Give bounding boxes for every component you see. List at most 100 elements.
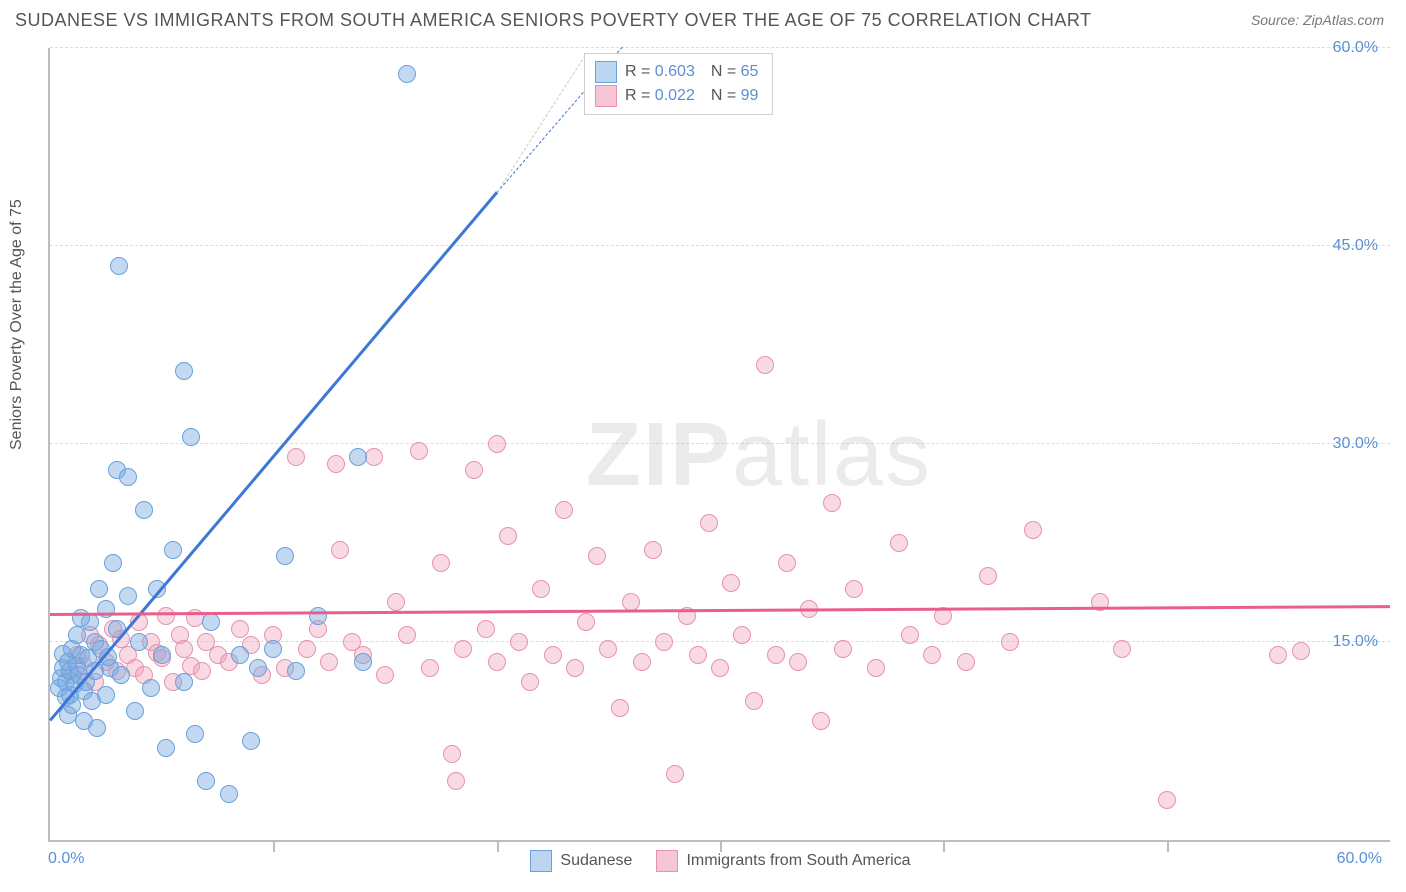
scatter-point-pink	[432, 554, 450, 572]
scatter-point-pink	[477, 620, 495, 638]
legend-stats: R = 0.603 N = 65R = 0.022 N = 99	[584, 53, 773, 115]
scatter-point-blue	[264, 640, 282, 658]
scatter-point-blue	[220, 785, 238, 803]
scatter-point-blue	[349, 448, 367, 466]
scatter-point-blue	[119, 587, 137, 605]
scatter-point-blue	[119, 468, 137, 486]
scatter-point-pink	[544, 646, 562, 664]
scatter-point-pink	[175, 640, 193, 658]
scatter-point-blue	[276, 547, 294, 565]
scatter-point-blue	[126, 702, 144, 720]
scatter-point-blue	[287, 662, 305, 680]
scatter-point-pink	[555, 501, 573, 519]
scatter-point-pink	[532, 580, 550, 598]
scatter-point-blue	[157, 739, 175, 757]
scatter-point-pink	[845, 580, 863, 598]
scatter-point-pink	[1113, 640, 1131, 658]
scatter-point-pink	[387, 593, 405, 611]
scatter-point-pink	[979, 567, 997, 585]
legend-swatch	[530, 850, 552, 872]
scatter-point-blue	[164, 541, 182, 559]
legend-bottom: SudaneseImmigrants from South America	[530, 850, 910, 872]
y-tick-label: 45.0%	[1333, 237, 1378, 255]
scatter-point-pink	[499, 527, 517, 545]
gridline	[50, 245, 1390, 246]
scatter-point-pink	[577, 613, 595, 631]
legend-label: Immigrants from South America	[686, 852, 910, 870]
legend-stat-text: R = 0.022 N = 99	[625, 84, 758, 108]
scatter-point-pink	[488, 435, 506, 453]
scatter-point-blue	[142, 679, 160, 697]
y-axis-label: Seniors Poverty Over the Age of 75	[8, 199, 26, 450]
legend-item: Immigrants from South America	[656, 850, 910, 872]
scatter-point-blue	[354, 653, 372, 671]
scatter-point-blue	[130, 633, 148, 651]
watermark: ZIPatlas	[586, 404, 932, 507]
scatter-point-pink	[320, 653, 338, 671]
scatter-point-pink	[666, 765, 684, 783]
scatter-point-pink	[376, 666, 394, 684]
scatter-point-blue	[186, 725, 204, 743]
scatter-point-blue	[175, 673, 193, 691]
scatter-point-pink	[733, 626, 751, 644]
x-tick	[943, 840, 945, 852]
scatter-point-pink	[510, 633, 528, 651]
scatter-point-pink	[365, 448, 383, 466]
scatter-point-pink	[488, 653, 506, 671]
scatter-point-pink	[700, 514, 718, 532]
x-tick-label-max: 60.0%	[1337, 850, 1382, 868]
scatter-point-pink	[157, 607, 175, 625]
scatter-point-blue	[90, 580, 108, 598]
scatter-point-pink	[521, 673, 539, 691]
scatter-point-pink	[890, 534, 908, 552]
scatter-point-pink	[778, 554, 796, 572]
scatter-point-pink	[298, 640, 316, 658]
scatter-point-pink	[745, 692, 763, 710]
scatter-point-blue	[197, 772, 215, 790]
scatter-point-pink	[789, 653, 807, 671]
y-tick-label: 15.0%	[1333, 633, 1378, 651]
scatter-point-pink	[756, 356, 774, 374]
scatter-point-blue	[398, 65, 416, 83]
scatter-point-pink	[193, 662, 211, 680]
legend-swatch	[595, 85, 617, 107]
scatter-point-pink	[287, 448, 305, 466]
scatter-point-pink	[812, 712, 830, 730]
scatter-point-blue	[110, 257, 128, 275]
scatter-point-pink	[398, 626, 416, 644]
scatter-point-pink	[1269, 646, 1287, 664]
scatter-point-blue	[202, 613, 220, 631]
chart-title: SUDANESE VS IMMIGRANTS FROM SOUTH AMERIC…	[15, 10, 1092, 31]
scatter-point-blue	[175, 362, 193, 380]
scatter-point-pink	[711, 659, 729, 677]
scatter-point-pink	[901, 626, 919, 644]
scatter-point-pink	[231, 620, 249, 638]
scatter-point-pink	[923, 646, 941, 664]
scatter-point-blue	[112, 666, 130, 684]
scatter-point-pink	[443, 745, 461, 763]
legend-stats-row: R = 0.022 N = 99	[595, 84, 758, 108]
scatter-point-blue	[231, 646, 249, 664]
x-tick	[497, 840, 499, 852]
scatter-point-blue	[153, 646, 171, 664]
scatter-point-pink	[566, 659, 584, 677]
legend-stats-row: R = 0.603 N = 65	[595, 60, 758, 84]
y-tick-label: 30.0%	[1333, 435, 1378, 453]
scatter-point-pink	[454, 640, 472, 658]
y-tick-label: 60.0%	[1333, 39, 1378, 57]
scatter-point-pink	[447, 772, 465, 790]
scatter-point-blue	[97, 686, 115, 704]
scatter-point-pink	[588, 547, 606, 565]
scatter-point-blue	[309, 607, 327, 625]
scatter-point-blue	[249, 659, 267, 677]
gridline	[50, 443, 1390, 444]
scatter-point-pink	[834, 640, 852, 658]
plot-area: 15.0%30.0%45.0%60.0%0.0%60.0%ZIPatlas	[48, 48, 1390, 842]
scatter-point-blue	[242, 732, 260, 750]
scatter-point-pink	[655, 633, 673, 651]
scatter-point-blue	[88, 719, 106, 737]
scatter-point-blue	[135, 501, 153, 519]
scatter-point-pink	[689, 646, 707, 664]
scatter-point-pink	[611, 699, 629, 717]
legend-swatch	[595, 61, 617, 83]
